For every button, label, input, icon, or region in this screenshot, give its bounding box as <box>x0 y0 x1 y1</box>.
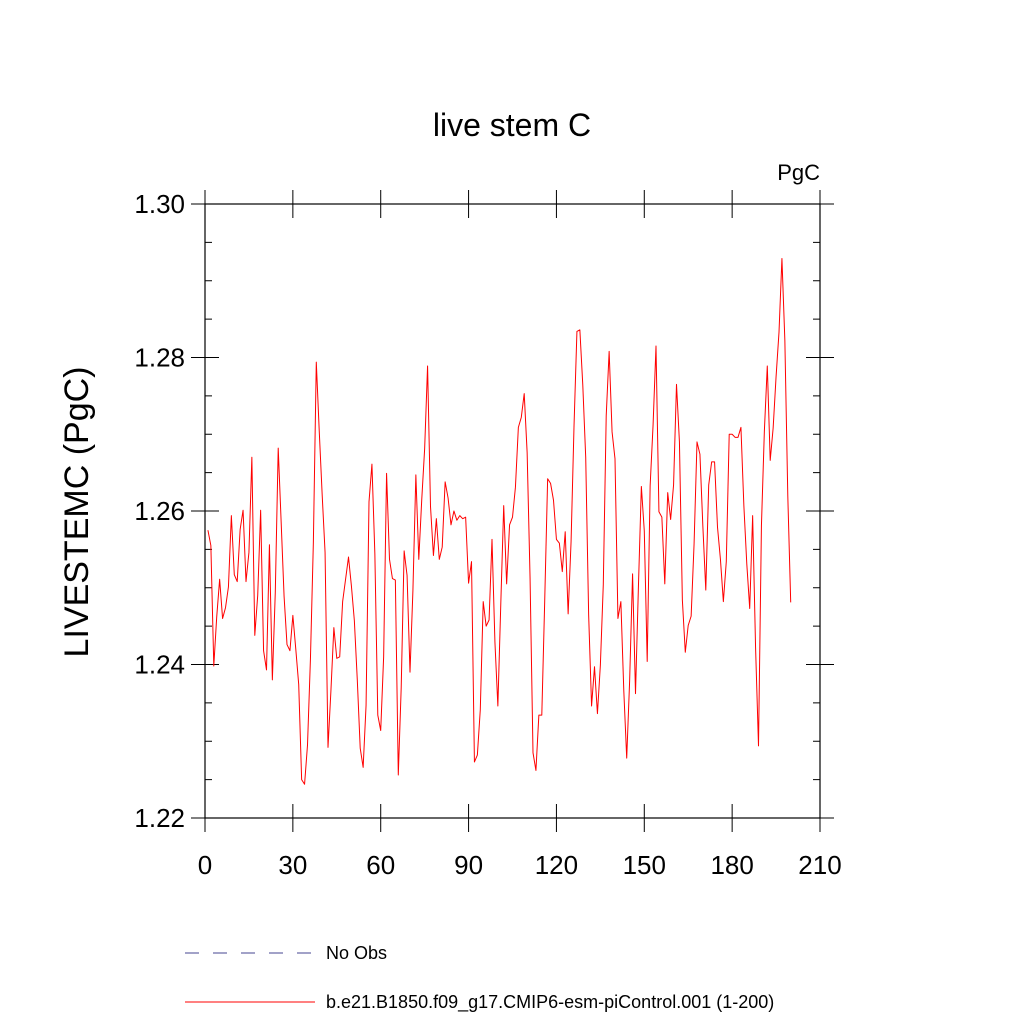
legend-label-no-obs: No Obs <box>326 943 387 963</box>
y-tick-label: 1.22 <box>134 803 185 833</box>
x-tick-label: 60 <box>366 850 395 880</box>
x-tick-label: 210 <box>798 850 841 880</box>
y-tick-label: 1.28 <box>134 343 185 373</box>
y-tick-label: 1.26 <box>134 496 185 526</box>
data-series <box>207 257 792 785</box>
plot-frame <box>204 203 821 819</box>
y-tick-label: 1.24 <box>134 650 185 680</box>
units-label: PgC <box>777 160 820 185</box>
x-tick-label: 30 <box>278 850 307 880</box>
legend: No Obs b.e21.B1850.f09_g17.CMIP6-esm-piC… <box>185 943 774 1013</box>
x-tick-label: 180 <box>710 850 753 880</box>
axis-ticks <box>191 190 834 832</box>
series-line <box>207 257 792 785</box>
chart-title: live stem C <box>433 107 591 143</box>
axis-tick-labels: 0 30 60 90 120 150 180 210 1.22 1.24 1.26 1.28 1.30 <box>134 189 841 880</box>
x-tick-label: 0 <box>198 850 212 880</box>
x-tick-label: 90 <box>454 850 483 880</box>
y-axis-label: LIVESTEMC (PgC) <box>58 367 96 658</box>
legend-label-model: b.e21.B1850.f09_g17.CMIP6-esm-piControl.… <box>326 992 774 1013</box>
y-tick-label: 1.30 <box>134 189 185 219</box>
x-tick-label: 120 <box>535 850 578 880</box>
x-tick-label: 150 <box>623 850 666 880</box>
